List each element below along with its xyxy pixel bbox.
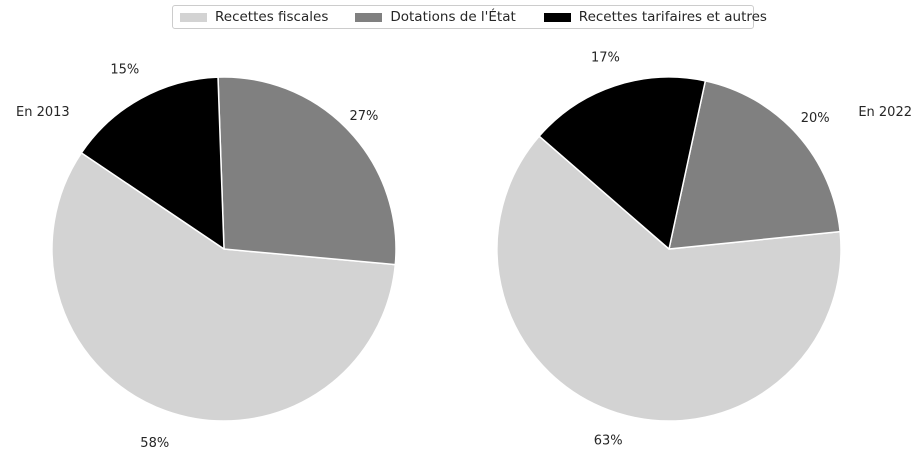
pie-slice-3 (80, 76, 225, 250)
legend-item-dotations-etat: Dotations de l'État (355, 9, 516, 25)
pie-slice-label: 20% (801, 111, 830, 126)
legend-swatch (355, 12, 383, 22)
pie-slice-2 (668, 80, 841, 250)
chart-legend: Recettes fiscales Dotations de l'État Re… (172, 5, 767, 29)
pie-slice-label: 17% (591, 51, 620, 66)
pie-title: En 2013 (16, 105, 70, 120)
legend-item-recettes-fiscales: Recettes fiscales (180, 9, 328, 25)
pie-slice-1 (496, 135, 842, 422)
legend-label: Dotations de l'État (390, 9, 516, 25)
pie-slice-label: 58% (140, 436, 169, 451)
pie-slice-1 (51, 152, 397, 422)
pie-slice-2 (217, 76, 397, 266)
legend-swatch (180, 12, 207, 22)
legend-swatch (543, 12, 571, 22)
pie-chart-2013: 58% 27% 15% En 2013 (16, 62, 397, 451)
pie-chart-2022: 63% 20% 17% En 2022 (496, 51, 912, 448)
pie-slice-label: 27% (350, 109, 379, 124)
pie-slice-label: 15% (110, 62, 139, 77)
pie-title: En 2022 (858, 105, 912, 120)
legend-item-recettes-tarifaires: Recettes tarifaires et autres (543, 9, 767, 25)
legend-label: Recettes fiscales (215, 9, 329, 25)
pie-slice-label: 63% (594, 433, 623, 448)
legend-label: Recettes tarifaires et autres (578, 9, 767, 25)
pie-slice-3 (538, 76, 707, 250)
